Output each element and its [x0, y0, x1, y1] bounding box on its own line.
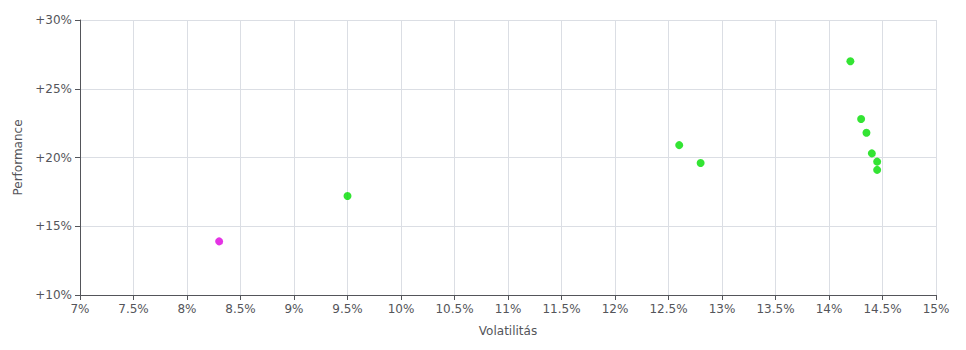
svg-text:9%: 9% [284, 302, 303, 316]
svg-text:+25%: +25% [35, 82, 72, 96]
svg-text:8.5%: 8.5% [225, 302, 256, 316]
svg-text:14%: 14% [816, 302, 843, 316]
svg-text:13.5%: 13.5% [756, 302, 794, 316]
svg-text:11.5%: 11.5% [542, 302, 580, 316]
svg-text:13%: 13% [709, 302, 736, 316]
svg-text:9.5%: 9.5% [332, 302, 363, 316]
svg-text:14.5%: 14.5% [863, 302, 901, 316]
svg-text:+20%: +20% [35, 151, 72, 165]
svg-text:Performance: Performance [11, 119, 25, 195]
svg-text:10.5%: 10.5% [435, 302, 473, 316]
svg-text:12.5%: 12.5% [649, 302, 687, 316]
svg-text:15%: 15% [923, 302, 950, 316]
svg-text:Volatilitás: Volatilitás [479, 324, 537, 338]
svg-text:+15%: +15% [35, 219, 72, 233]
svg-text:12%: 12% [602, 302, 629, 316]
svg-text:10%: 10% [388, 302, 415, 316]
svg-text:11%: 11% [495, 302, 522, 316]
svg-text:+10%: +10% [35, 288, 72, 302]
svg-text:+30%: +30% [35, 13, 72, 27]
svg-text:8%: 8% [177, 302, 196, 316]
svg-text:7%: 7% [70, 302, 89, 316]
svg-text:7.5%: 7.5% [118, 302, 149, 316]
